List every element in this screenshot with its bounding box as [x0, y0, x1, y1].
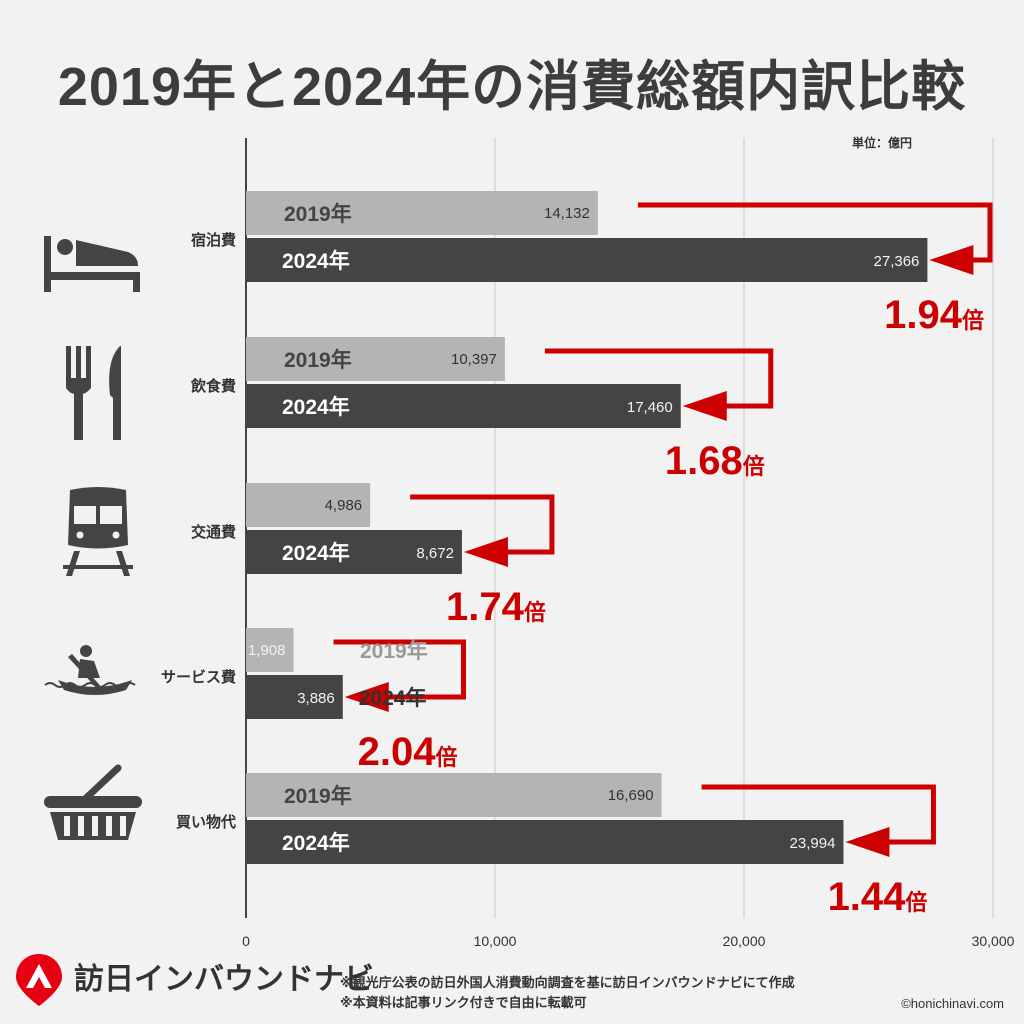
growth-arrowhead [463, 537, 508, 567]
bar-2024 [246, 530, 462, 574]
bar-2024 [246, 820, 844, 864]
ratio-label: 2.04倍 [358, 730, 458, 774]
chart-title: 2019年と2024年の消費総額内訳比較 [57, 57, 967, 117]
year-label-2024: 2024年 [282, 541, 350, 565]
year-label-2024: 2024年 [282, 249, 350, 273]
ratio-label: 1.94倍 [884, 293, 984, 337]
year-label-2019: 2019年 [360, 639, 428, 663]
growth-arrow [544, 348, 774, 409]
value-label-2019: 14,132 [544, 205, 590, 222]
x-tick-label: 20,000 [723, 933, 766, 949]
year-label-2024: 2024年 [282, 395, 350, 419]
bar-chart: 0 10,000 20,000 30,000宿泊費14,13227,3662019年2… [44, 138, 1015, 949]
bed-icon [44, 236, 140, 292]
bar-2019 [246, 483, 371, 527]
bar-2019 [246, 337, 505, 381]
value-label-2019: 4,986 [325, 497, 363, 514]
year-label-2019: 2019年 [284, 348, 352, 372]
reuse-note: ※本資料は記事リンク付きで自由に転載可 [340, 995, 587, 1010]
rowing-boat-icon [44, 645, 136, 695]
year-label-2019: 2019年 [284, 784, 352, 808]
growth-arrowhead [682, 391, 727, 421]
x-tick-label: 10,000 [474, 933, 517, 949]
growth-arrow [701, 784, 936, 845]
fork-knife-icon [66, 346, 121, 440]
value-label-2024: 8,672 [416, 545, 454, 562]
value-label-2019: 16,690 [608, 787, 654, 804]
shopping-basket-icon [44, 764, 142, 840]
year-label-2024: 2024年 [359, 686, 427, 710]
value-label-2019: 10,397 [451, 351, 497, 368]
bar-2019 [246, 773, 662, 817]
category-label: サービス費 [161, 668, 236, 686]
bar-2024 [246, 675, 343, 719]
bar-2024 [246, 238, 928, 282]
unit-label: 単位：億円 [852, 136, 913, 150]
value-label-2019: 1,908 [248, 642, 286, 659]
train-icon [63, 487, 133, 576]
ratio-label: 1.68倍 [665, 439, 765, 483]
growth-arrowhead [344, 682, 389, 712]
ratio-label: 1.74倍 [446, 585, 546, 629]
growth-arrow [637, 202, 993, 263]
growth-arrowhead [929, 245, 974, 275]
value-label-2024: 27,366 [874, 253, 920, 270]
ratio-label: 1.44倍 [828, 875, 928, 919]
x-tick-label: 0 [242, 933, 250, 949]
category-label: 買い物代 [176, 813, 236, 831]
year-label-2019: 2019年 [284, 202, 352, 226]
bar-2019 [246, 191, 598, 235]
bar-2024 [246, 384, 681, 428]
year-label-2024: 2024年 [282, 831, 350, 855]
copyright-credit: ©honichinavi.com [901, 996, 1004, 1011]
value-label-2024: 17,460 [627, 399, 673, 416]
category-label: 交通費 [191, 523, 236, 541]
category-label: 宿泊費 [191, 231, 236, 249]
growth-arrowhead [845, 827, 890, 857]
brand-name: 訪日インバウンドナビ [74, 963, 374, 996]
bar-2019 [246, 628, 294, 672]
brand-logo-icon [16, 954, 62, 1006]
value-label-2024: 3,886 [297, 690, 335, 707]
growth-arrow [333, 639, 467, 700]
category-label: 飲食費 [190, 377, 236, 395]
x-tick-label: 30,000 [972, 933, 1015, 949]
source-note: ※観光庁公表の訪日外国人消費動向調査を基に訪日インバウンドナビにて作成 [340, 975, 795, 990]
value-label-2024: 23,994 [790, 835, 836, 852]
growth-arrow [410, 494, 555, 555]
